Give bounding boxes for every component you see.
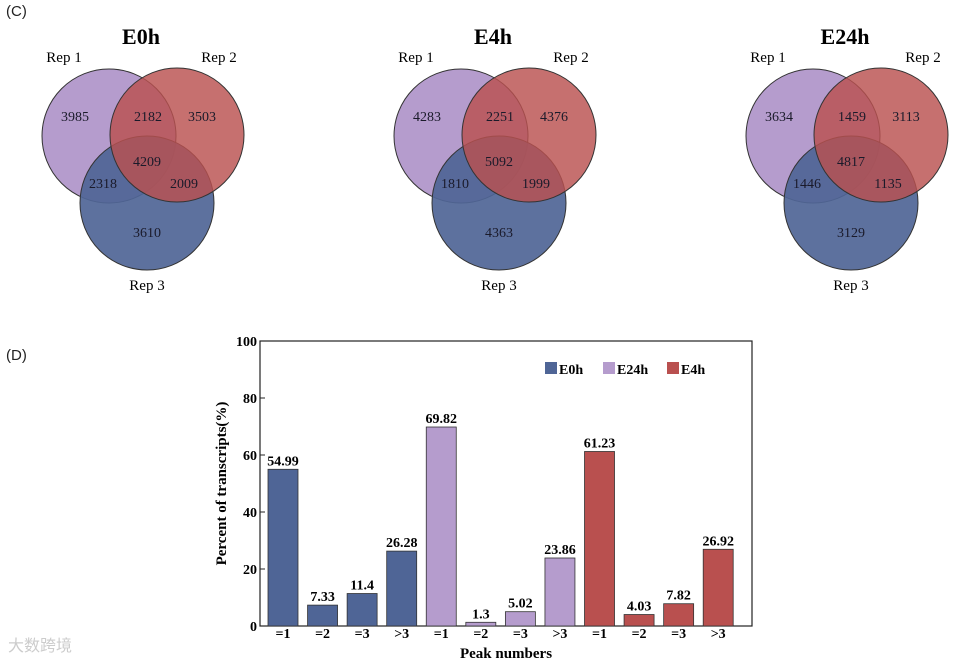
region-count-r23: 2009 <box>170 177 198 192</box>
data-label: 26.28 <box>386 536 418 551</box>
venn-title: E4h <box>474 24 512 49</box>
y-tick-label: 80 <box>243 392 257 407</box>
bar <box>702 548 734 627</box>
data-label: 7.82 <box>666 589 691 604</box>
x-tick-label: =3 <box>513 627 528 642</box>
bar <box>623 614 655 627</box>
y-tick-label: 60 <box>243 449 257 464</box>
data-label: 5.02 <box>508 597 533 612</box>
y-tick-label: 100 <box>236 335 257 350</box>
region-count-only2: 3113 <box>892 110 919 125</box>
bar-chart: 0 20 40 60 80 100 54.99 =1 7.33 =2 11.4 =3 26.28 >3 69… <box>214 335 753 662</box>
region-count-r23: 1999 <box>522 177 550 192</box>
bar <box>346 593 378 627</box>
x-tick-label: =2 <box>315 627 330 642</box>
bar <box>504 611 536 627</box>
bar <box>425 426 457 627</box>
set-label-rep2: Rep 2 <box>201 50 236 66</box>
data-label: 23.86 <box>544 543 576 558</box>
venn-e24h: E24h Rep 1 Rep 2 Rep 3 3634 1459 3113 4817 1446 1… <box>745 24 949 294</box>
region-count-all: 4817 <box>837 155 865 170</box>
region-count-only2: 4376 <box>540 110 568 125</box>
x-tick-label: =2 <box>473 627 488 642</box>
x-tick-label: >3 <box>711 627 726 642</box>
panel-c-label: (C) <box>6 3 27 20</box>
y-tick-label: 40 <box>243 506 257 521</box>
data-label: 4.03 <box>627 600 652 615</box>
x-tick-label: =2 <box>632 627 647 642</box>
x-tick-label: >3 <box>394 627 409 642</box>
circle-rep2 <box>461 67 597 203</box>
data-label: 69.82 <box>426 412 458 427</box>
venn-title: E0h <box>122 24 160 49</box>
data-label: 61.23 <box>584 436 616 451</box>
x-tick-label: =1 <box>434 627 449 642</box>
region-count-only3: 4363 <box>485 226 513 241</box>
x-tick-label: =1 <box>276 627 291 642</box>
venn-e0h: E0h Rep 1 Rep 2 Rep 3 3985 2182 3503 4209 2318 20… <box>41 24 245 294</box>
x-tick-label: =3 <box>355 627 370 642</box>
legend-entry: E4h <box>681 363 705 378</box>
y-tick-label: 0 <box>250 620 257 635</box>
region-count-r13: 1446 <box>793 177 821 192</box>
region-count-r12: 2251 <box>486 110 514 125</box>
bar <box>465 621 497 627</box>
region-count-only1: 4283 <box>413 110 441 125</box>
x-tick-label: >3 <box>552 627 567 642</box>
set-label-rep2: Rep 2 <box>905 50 940 66</box>
region-count-only1: 3634 <box>765 110 793 125</box>
plot-frame <box>259 340 753 627</box>
circle-rep2 <box>109 67 245 203</box>
data-label: 11.4 <box>350 579 374 594</box>
region-count-only3: 3610 <box>133 226 161 241</box>
legend-swatch <box>545 362 557 374</box>
legend-entry: E24h <box>617 363 648 378</box>
data-label: 54.99 <box>267 454 299 469</box>
bar <box>544 557 576 627</box>
data-label: 7.33 <box>310 590 335 605</box>
set-label-rep2: Rep 2 <box>553 50 588 66</box>
region-count-only1: 3985 <box>61 110 89 125</box>
set-label-rep3: Rep 3 <box>129 278 164 294</box>
bar <box>584 451 615 627</box>
region-count-r13: 1810 <box>441 177 469 192</box>
bar <box>267 468 299 627</box>
venn-diagrams: E0h Rep 1 Rep 2 Rep 3 3985 2182 3503 4209 2318 20… <box>41 24 949 294</box>
region-count-all: 4209 <box>133 155 161 170</box>
region-count-all: 5092 <box>485 155 513 170</box>
region-count-only3: 3129 <box>837 226 865 241</box>
region-count-r12: 2182 <box>134 110 162 125</box>
watermark-logo: 大数跨境 <box>8 636 73 655</box>
region-count-only2: 3503 <box>188 110 216 125</box>
region-count-r23: 1135 <box>874 177 901 192</box>
legend-swatch <box>603 362 615 374</box>
y-tick-label: 20 <box>243 563 257 578</box>
legend-swatch <box>667 362 679 374</box>
x-axis-label: Peak numbers <box>460 646 552 662</box>
region-count-r12: 1459 <box>838 110 866 125</box>
set-label-rep1: Rep 1 <box>398 50 433 66</box>
bar <box>386 550 418 627</box>
venn-e4h: E4h Rep 1 Rep 2 Rep 3 4283 2251 4376 5092 1810 19… <box>393 24 597 294</box>
venn-title: E24h <box>821 24 870 49</box>
set-label-rep1: Rep 1 <box>46 50 81 66</box>
bar <box>663 603 695 627</box>
y-axis-label: Percent of transcripts(%) <box>214 402 230 566</box>
set-label-rep1: Rep 1 <box>750 50 785 66</box>
data-label: 1.3 <box>472 607 490 622</box>
panel-d-label: (D) <box>6 347 27 364</box>
x-tick-label: =3 <box>671 627 686 642</box>
legend-entry: E0h <box>559 363 583 378</box>
set-label-rep3: Rep 3 <box>833 278 868 294</box>
set-label-rep3: Rep 3 <box>481 278 516 294</box>
data-label: 26.92 <box>702 534 734 549</box>
region-count-r13: 2318 <box>89 177 117 192</box>
x-tick-label: =1 <box>592 627 607 642</box>
bar <box>307 604 338 627</box>
circle-rep2 <box>813 67 949 203</box>
